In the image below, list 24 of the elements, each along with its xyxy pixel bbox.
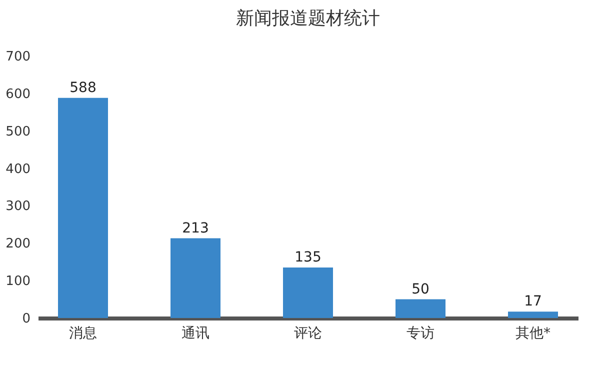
data-label: 135 [294, 249, 322, 266]
data-label: 213 [182, 220, 209, 236]
y-tick-label: 300 [6, 199, 30, 214]
y-tick-label: 200 [6, 236, 30, 252]
data-label: 17 [524, 294, 542, 310]
y-tick-label: 400 [6, 162, 30, 177]
data-label: 50 [412, 281, 430, 298]
data-label: 588 [70, 80, 96, 96]
y-tick-label: 100 [6, 274, 30, 290]
x-tick-label: 评论 [294, 326, 322, 342]
bar [170, 238, 220, 318]
x-tick-label: 其他* [516, 326, 550, 342]
y-tick-label: 600 [6, 86, 30, 102]
bar [508, 312, 558, 318]
y-tick-label: 0 [22, 312, 30, 326]
bar [396, 299, 446, 318]
y-tick-label: 700 [6, 50, 30, 64]
bar [283, 267, 333, 318]
x-tick-label: 专访 [406, 326, 434, 342]
bar [58, 98, 108, 318]
x-tick-label: 通讯 [182, 326, 210, 342]
y-tick-label: 500 [6, 124, 30, 140]
x-tick-label: 消息 [69, 326, 97, 342]
chart-title: 新闻报道题材统计 [236, 8, 380, 29]
